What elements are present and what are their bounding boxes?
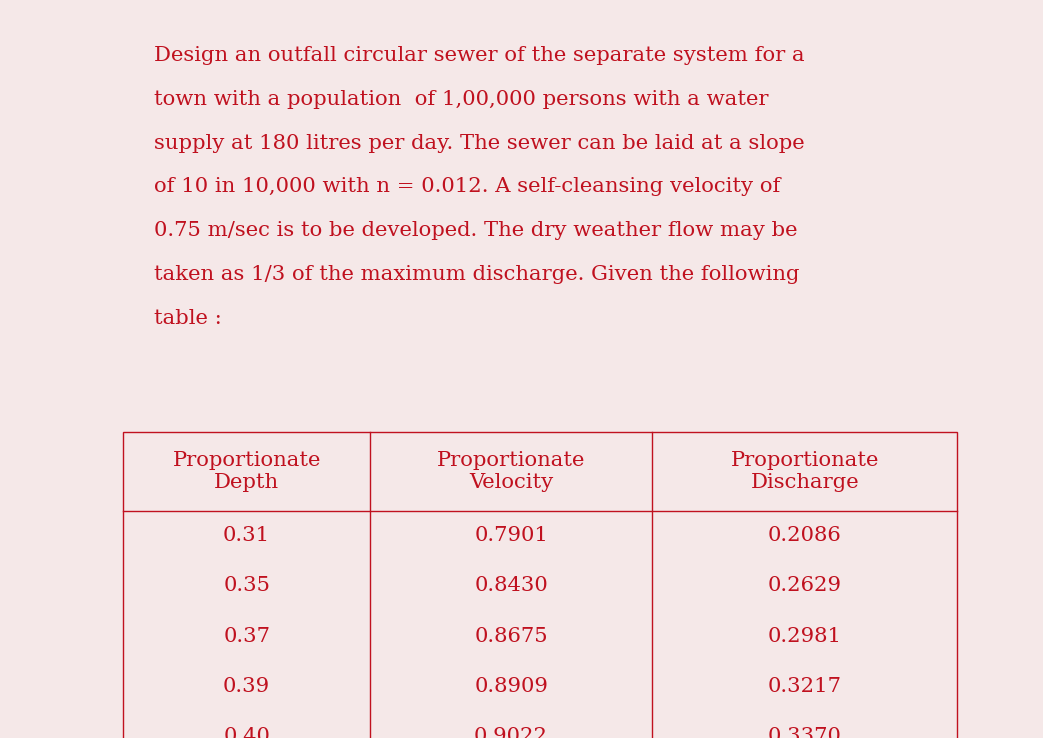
Text: 0.8675: 0.8675 [475, 627, 548, 646]
Text: Proportionate
Depth: Proportionate Depth [172, 451, 321, 492]
Text: Proportionate
Discharge: Proportionate Discharge [730, 451, 879, 492]
Text: 0.35: 0.35 [223, 576, 270, 596]
Text: 0.2086: 0.2086 [768, 526, 842, 545]
Text: 0.37: 0.37 [223, 627, 270, 646]
Text: 0.75 m/sec is to be developed. The dry weather flow may be: 0.75 m/sec is to be developed. The dry w… [154, 221, 798, 241]
Text: 0.31: 0.31 [223, 526, 270, 545]
Text: 0.3217: 0.3217 [768, 677, 842, 696]
Text: 0.8430: 0.8430 [475, 576, 548, 596]
Text: 0.39: 0.39 [223, 677, 270, 696]
Text: Design an outfall circular sewer of the separate system for a: Design an outfall circular sewer of the … [154, 46, 805, 65]
Text: supply at 180 litres per day. The sewer can be laid at a slope: supply at 180 litres per day. The sewer … [154, 134, 805, 153]
Text: 0.3370: 0.3370 [768, 727, 842, 738]
Text: 0.2981: 0.2981 [768, 627, 842, 646]
Text: table :: table : [154, 309, 222, 328]
Text: 0.40: 0.40 [223, 727, 270, 738]
Text: 0.9022: 0.9022 [475, 727, 548, 738]
Text: town with a population  of 1,00,000 persons with a water: town with a population of 1,00,000 perso… [154, 90, 769, 108]
Text: taken as 1/3 of the maximum discharge. Given the following: taken as 1/3 of the maximum discharge. G… [154, 266, 800, 284]
Text: of 10 in 10,000 with n = 0.012. A self-cleansing velocity of: of 10 in 10,000 with n = 0.012. A self-c… [154, 178, 781, 196]
Text: 0.2629: 0.2629 [768, 576, 842, 596]
Text: 0.7901: 0.7901 [475, 526, 548, 545]
Text: Proportionate
Velocity: Proportionate Velocity [437, 451, 585, 492]
Text: 0.8909: 0.8909 [475, 677, 548, 696]
